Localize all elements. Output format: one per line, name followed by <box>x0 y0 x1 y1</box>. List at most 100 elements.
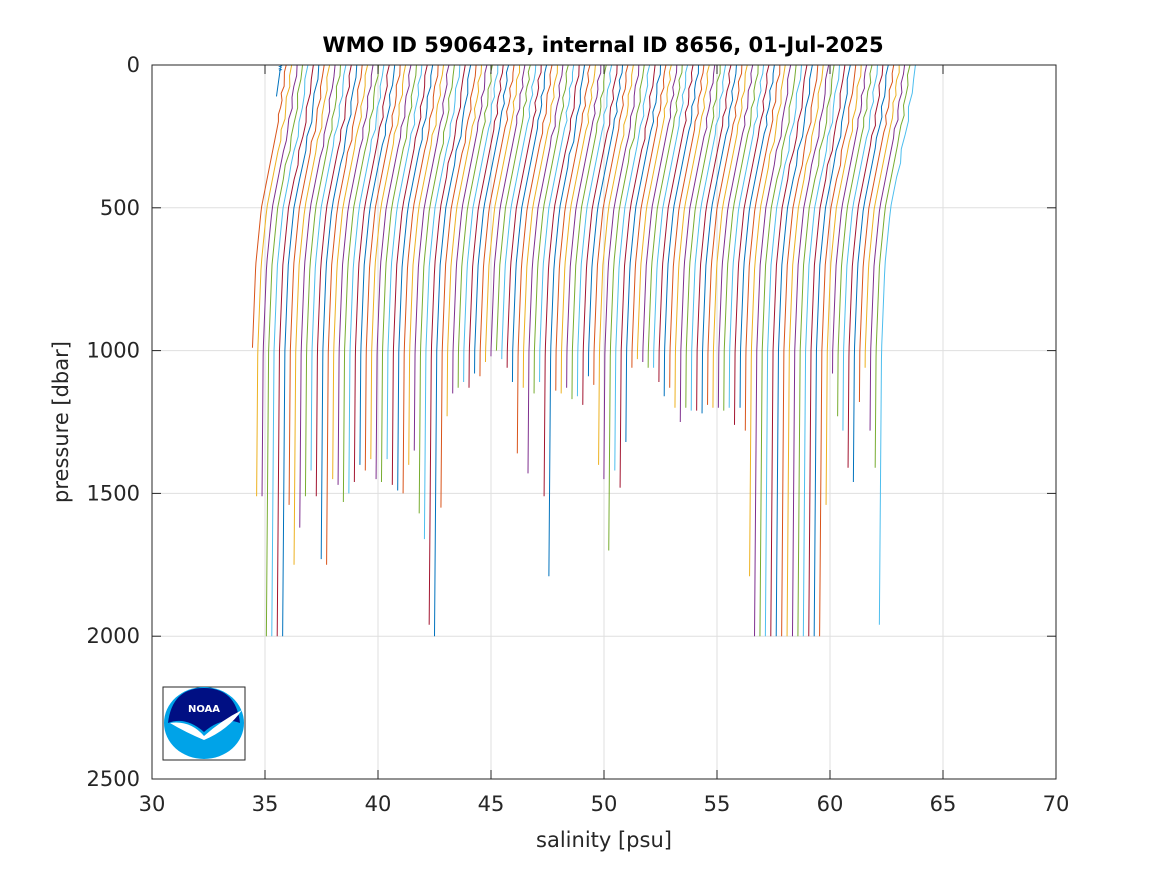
profile-line <box>434 64 472 637</box>
profile-line <box>320 64 358 560</box>
profile-line <box>619 64 656 488</box>
profile-line <box>685 64 721 408</box>
y-tick-label: 0 <box>127 53 140 77</box>
y-axis-label: pressure [dbar] <box>49 341 73 503</box>
profile-line <box>786 64 824 637</box>
profile-line <box>543 64 580 497</box>
profile-line <box>479 64 515 377</box>
profile-line <box>256 64 293 497</box>
profile-line <box>364 64 401 471</box>
profile-line <box>775 64 813 637</box>
y-tick-label: 2000 <box>87 624 140 648</box>
y-tick-labels: 0 500 1000 1500 2000 2500 <box>87 53 140 791</box>
profile-line <box>457 64 493 388</box>
x-tick-label: 60 <box>817 792 844 816</box>
profile-line <box>631 64 667 368</box>
profile-line <box>468 64 504 388</box>
profile-line <box>332 64 369 480</box>
profile-line <box>598 64 634 465</box>
profile-line <box>707 64 743 405</box>
profile-line <box>723 64 759 411</box>
profile-line <box>842 64 878 431</box>
y-tick-label: 1000 <box>87 339 140 363</box>
profile-line <box>391 64 428 485</box>
profile-line <box>847 64 884 468</box>
profile-line <box>701 64 737 414</box>
profile-line <box>566 64 602 388</box>
profile-line <box>276 64 314 637</box>
profile-line <box>764 64 803 637</box>
profile-line <box>717 64 754 408</box>
profile-line <box>474 64 510 374</box>
profile-line <box>265 64 304 637</box>
profile-line <box>522 64 558 388</box>
profile-line <box>501 64 537 360</box>
profile-line <box>739 64 775 408</box>
y-tick-label: 500 <box>100 196 140 220</box>
logo-text: NOAA <box>188 704 220 715</box>
profile-line <box>696 64 732 411</box>
profile-line <box>452 64 488 394</box>
profile-line <box>527 64 564 474</box>
profile-line <box>869 64 906 431</box>
profile-line <box>560 64 596 394</box>
profile-line <box>813 64 851 637</box>
logo-white-bird <box>170 710 242 740</box>
profile-line <box>484 64 521 363</box>
profile-line <box>825 64 862 505</box>
profile-line <box>874 64 911 468</box>
profile-line <box>674 64 710 408</box>
profile-line <box>819 64 857 637</box>
profile-line <box>375 64 412 480</box>
profile-lines <box>251 64 916 637</box>
profile-line <box>342 64 379 502</box>
profile-line <box>797 64 835 637</box>
profile-line <box>625 64 661 442</box>
profile-line <box>506 64 542 368</box>
x-tick-label: 70 <box>1043 792 1070 816</box>
axis-ticks <box>151 64 1057 780</box>
profile-line <box>293 64 331 565</box>
noaa-logo: NOAA <box>162 686 246 761</box>
logo-upper-sky <box>168 688 240 732</box>
profile-line <box>516 64 553 454</box>
profile-line <box>781 64 819 637</box>
profile-line <box>353 64 390 482</box>
profile-line <box>754 64 792 637</box>
x-tick-labels: 30 35 40 45 50 55 60 65 70 <box>139 792 1070 816</box>
x-tick-label: 30 <box>139 792 166 816</box>
profile-line <box>858 64 895 403</box>
profile-line <box>759 64 797 637</box>
profile-line <box>647 64 683 368</box>
profile-line <box>370 64 407 460</box>
profile-line <box>418 64 455 514</box>
x-tick-label: 65 <box>930 792 957 816</box>
profile-line <box>749 64 786 577</box>
profile-line <box>261 64 298 497</box>
profile-line <box>380 64 417 482</box>
profile-line <box>423 64 461 540</box>
profile-line <box>576 64 613 397</box>
profile-line <box>446 64 483 417</box>
profile-line <box>587 64 624 377</box>
profile-line <box>428 64 466 625</box>
profile-line <box>878 64 916 625</box>
profile-line <box>463 64 499 383</box>
profile-line <box>299 64 336 528</box>
profile-line <box>712 64 748 408</box>
profile-line <box>440 64 477 508</box>
profile-line <box>690 64 727 411</box>
profile-line <box>791 64 830 637</box>
profile-line <box>658 64 694 383</box>
profile-line <box>636 64 672 360</box>
profile-line <box>304 64 341 497</box>
profile-line <box>808 64 846 637</box>
profile-line <box>548 64 586 577</box>
profile-line <box>663 64 699 397</box>
profile-line <box>533 64 569 394</box>
profile-line <box>608 64 645 551</box>
plot-area: 30 35 40 45 50 55 60 65 70 0 500 1000 1500 2000 2500 <box>87 53 1070 816</box>
profile-line <box>337 64 374 485</box>
chart-title: WMO ID 5906423, internal ID 8656, 01-Jul… <box>322 33 883 57</box>
